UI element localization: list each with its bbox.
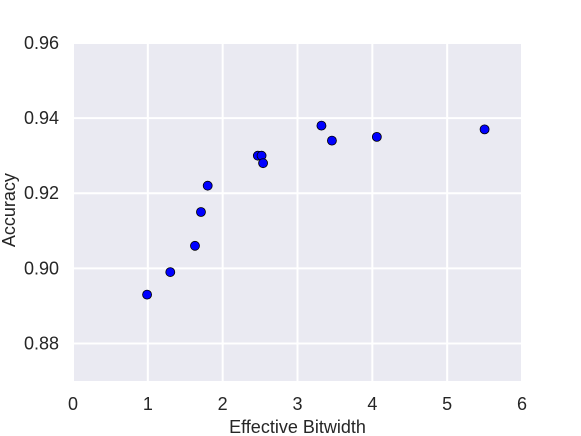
x-tick-label: 0 [68, 394, 78, 414]
data-point [371, 131, 382, 142]
data-point [327, 135, 337, 146]
x-tick-label: 3 [292, 394, 302, 414]
data-point [479, 124, 490, 135]
y-tick-label: 0.94 [24, 108, 59, 128]
data-point [190, 240, 200, 251]
y-tick-label: 0.96 [24, 33, 59, 53]
x-axis-title: Effective Bitwidth [229, 417, 366, 436]
y-axis-ticks: 0.88 0.90 0.92 0.94 0.96 [24, 33, 59, 353]
data-point [165, 267, 176, 277]
data-point [202, 180, 213, 191]
y-axis-title: Accuracy [0, 173, 19, 247]
x-tick-label: 4 [367, 394, 377, 414]
data-point [142, 289, 152, 300]
data-points [142, 120, 490, 300]
y-tick-label: 0.88 [24, 333, 59, 353]
x-tick-label: 6 [517, 394, 527, 414]
data-point [258, 158, 268, 169]
grid-lines [72, 42, 523, 381]
x-tick-label: 2 [218, 394, 228, 414]
x-tick-label: 5 [442, 394, 452, 414]
data-point [196, 207, 206, 217]
x-tick-label: 1 [143, 394, 153, 414]
data-point [316, 120, 327, 131]
y-tick-label: 0.92 [24, 183, 59, 203]
x-axis-ticks: 0 1 2 3 4 5 6 [68, 394, 527, 414]
y-tick-label: 0.90 [24, 258, 59, 278]
